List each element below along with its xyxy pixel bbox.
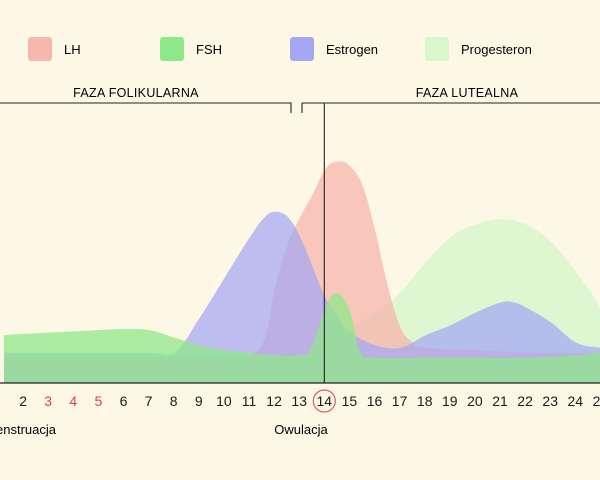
x-tick-label-8: 8 [170,393,178,409]
phase-faza-lutealna: FAZA LUTEALNA [301,86,600,113]
ovulation-day-circle [312,389,336,413]
x-tick-label-19: 19 [442,393,458,409]
x-tick-label-7: 7 [145,393,153,409]
legend-item-fsh: FSH [160,37,222,61]
legend-item-progesteron: Progesteron [425,37,532,61]
legend-label-progesteron: Progesteron [461,42,532,57]
legend-label-lh: LH [64,42,81,57]
annotation-owulacja: Owulacja [274,422,328,437]
x-tick-label-11: 11 [242,393,257,409]
annotations: enstruacja Owulacja [0,422,329,437]
legend-swatch-estrogen [290,37,314,61]
x-tick-label-5: 5 [95,393,103,409]
x-axis: 2345678910111213141516171819202122232425… [0,382,600,413]
legend-item-lh: LH [28,37,81,61]
annotation-enstruacja: enstruacja [0,422,57,437]
phase-bracket-faza-folikularna [0,102,292,113]
x-tick-label-6: 6 [120,393,128,409]
x-tick-label-16: 16 [367,393,383,409]
phase-brackets: FAZA FOLIKULARNA FAZA LUTEALNA [0,86,600,113]
x-tick-label-2: 2 [19,393,27,409]
x-tick-label-14: 14 [317,393,333,409]
legend-label-estrogen: Estrogen [326,42,378,57]
x-tick-label-25: 25 [593,393,600,409]
legend-item-estrogen: Estrogen [290,37,378,61]
x-tick-label-17: 17 [392,393,408,409]
x-tick-label-22: 22 [517,393,533,409]
series-area-estrogen [4,211,600,383]
phase-bracket-faza-lutealna [301,102,600,113]
phase-label-faza-folikularna: FAZA FOLIKULARNA [73,86,199,100]
x-tick-label-13: 13 [291,393,307,409]
legend-swatch-lh [28,37,52,61]
x-tick-label-20: 20 [467,393,483,409]
x-tick-label-15: 15 [342,393,358,409]
legend: LH FSH Estrogen Progesteron [28,37,532,61]
x-tick-label-18: 18 [417,393,433,409]
x-tick-label-4: 4 [69,393,77,409]
x-tick-label-3: 3 [44,393,52,409]
x-tick-label-9: 9 [195,393,203,409]
x-tick-label-10: 10 [216,393,232,409]
x-tick-label-21: 21 [492,393,508,409]
legend-swatch-progesteron [425,37,449,61]
phase-label-faza-lutealna: FAZA LUTEALNA [416,86,519,100]
legend-swatch-fsh [160,37,184,61]
x-tick-label-24: 24 [568,393,584,409]
x-tick-label-12: 12 [266,393,282,409]
series-areas [4,103,600,383]
phase-faza-folikularna: FAZA FOLIKULARNA [0,86,292,113]
series-area-fsh [4,293,600,383]
x-tick-label-23: 23 [542,393,558,409]
legend-label-fsh: FSH [196,42,222,57]
